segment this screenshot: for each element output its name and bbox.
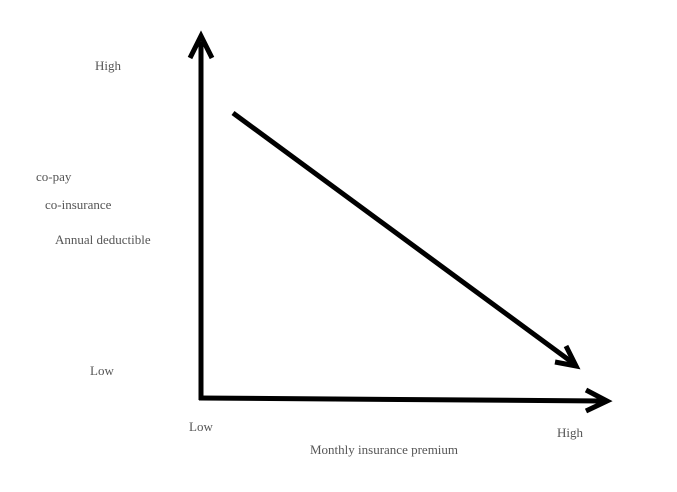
trend-arrow-line [231, 110, 575, 366]
y-label: co-insurance [45, 197, 112, 212]
x-axis-line [198, 395, 603, 404]
y-low-label: Low [90, 363, 114, 378]
x-axis-arrowhead [584, 387, 613, 414]
x-low-label: Low [189, 419, 213, 434]
y-label: Annual deductible [55, 232, 151, 247]
trend-arrowhead [554, 344, 581, 370]
x-high-label: High [557, 425, 584, 440]
y-axis-arrowhead [187, 30, 215, 60]
y-high-label: High [95, 58, 122, 73]
x-axis-title: Monthly insurance premium [310, 442, 458, 457]
y-label: co-pay [36, 169, 72, 184]
